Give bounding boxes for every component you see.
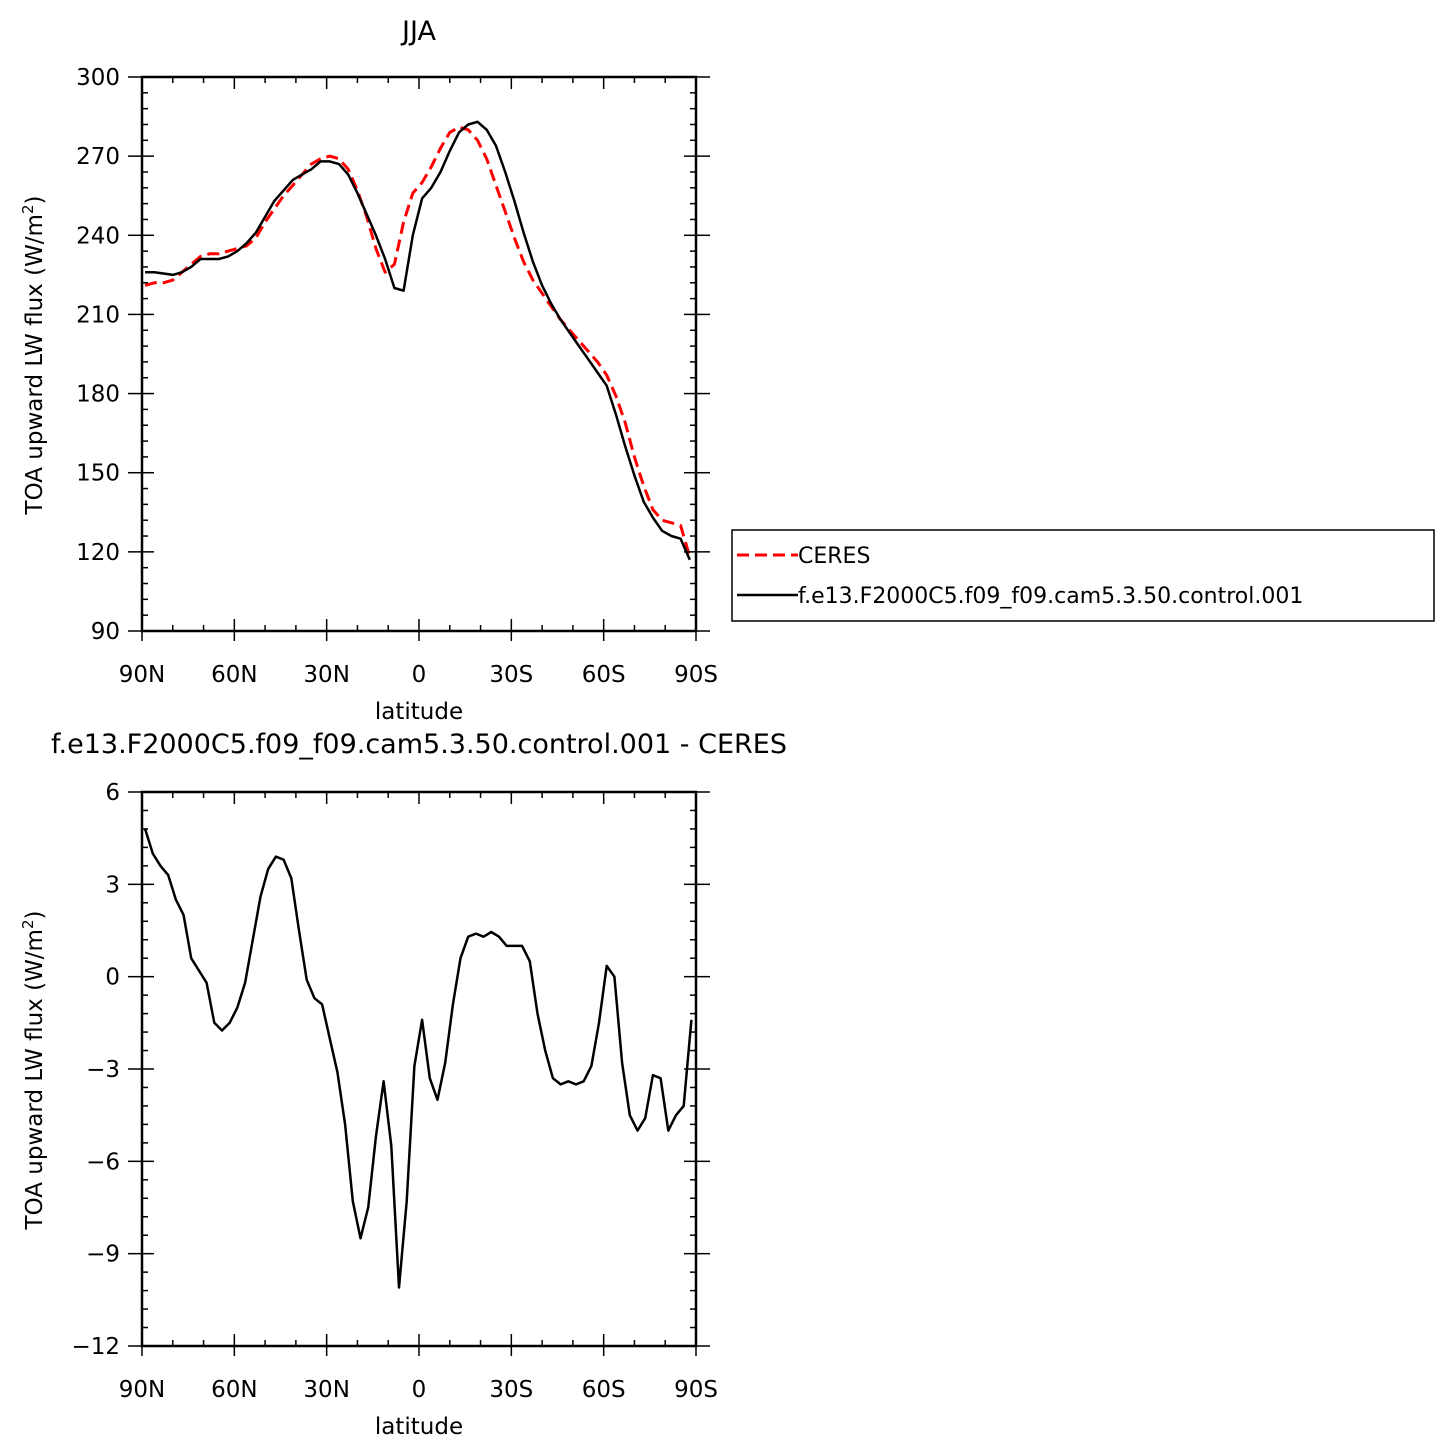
- top-y-tick-label: 210: [76, 302, 120, 328]
- top-y-tick-label: 270: [76, 144, 120, 170]
- bottom-panel-y-axis-label: TOA upward LW flux (W/m2): [19, 911, 48, 1231]
- top-panel-y-axis-label: TOA upward LW flux (W/m2): [19, 196, 48, 516]
- top-panel-axes: 90N 60N 30N 0 30S 60S 90S 90 120 150 180 210 240 270 3…: [76, 65, 718, 688]
- bottom-y-tick-label: −3: [86, 1057, 120, 1083]
- top-y-tick-label: 240: [76, 223, 120, 249]
- top-x-tick-label: 60S: [582, 662, 626, 688]
- bottom-panel-x-axis-label: latitude: [375, 1414, 463, 1440]
- legend-model-label: f.e13.F2000C5.f09_f09.cam5.3.50.control.…: [798, 584, 1303, 609]
- top-x-tick-label: 30N: [303, 662, 349, 688]
- top-y-tick-label: 180: [76, 382, 120, 408]
- top-panel: JJA 90N 60N 30N 0 30S 60S 90S 90 120 150 180 210 240…: [19, 16, 718, 725]
- legend: CERES f.e13.F2000C5.f09_f09.cam5.3.50.co…: [731, 529, 1435, 622]
- bottom-x-tick-label: 60S: [582, 1377, 626, 1403]
- top-x-tick-label: 0: [412, 662, 427, 688]
- bottom-x-tick-label: 0: [412, 1377, 427, 1403]
- top-x-tick-label: 90N: [119, 662, 165, 688]
- bottom-panel-axes: 90N 60N 30N 0 30S 60S 90S −12 −9 −6 −3 0 3 6: [71, 780, 717, 1403]
- bottom-plot-frame: [140, 790, 698, 1348]
- top-y-tick-label: 120: [76, 540, 120, 566]
- bottom-panel-title: f.e13.F2000C5.f09_f09.cam5.3.50.control.…: [51, 729, 787, 760]
- bottom-x-tick-label: 30N: [303, 1377, 349, 1403]
- bottom-x-tick-label: 30S: [489, 1377, 533, 1403]
- top-series-line-1: [145, 120, 691, 561]
- bottom-x-tick-label: 90N: [119, 1377, 165, 1403]
- top-y-tick-label: 300: [76, 65, 120, 91]
- bottom-y-tick-label: 0: [105, 965, 120, 991]
- bottom-x-tick-label: 90S: [674, 1377, 718, 1403]
- bottom-y-tick-label: −6: [86, 1149, 120, 1175]
- bottom-panel: f.e13.F2000C5.f09_f09.cam5.3.50.control.…: [19, 729, 787, 1440]
- top-y-tick-label: 90: [91, 619, 120, 645]
- legend-ceres-label: CERES: [798, 544, 870, 569]
- top-y-tick-label: 150: [76, 461, 120, 487]
- top-panel-title: JJA: [400, 16, 436, 47]
- legend-box: [731, 529, 1435, 622]
- bottom-x-tick-label: 60N: [211, 1377, 257, 1403]
- top-panel-series-group: [144, 120, 692, 561]
- top-x-tick-label: 60N: [211, 662, 257, 688]
- top-x-tick-label: 30S: [489, 662, 533, 688]
- bottom-y-tick-label: 3: [105, 872, 120, 898]
- bottom-y-tick-label: 6: [105, 780, 120, 806]
- bottom-panel-series-group: [143, 828, 693, 1289]
- bottom-y-tick-label: −9: [86, 1242, 120, 1268]
- top-panel-x-axis-label: latitude: [375, 699, 463, 725]
- bottom-series-line-0: [143, 828, 693, 1289]
- top-x-tick-label: 90S: [674, 662, 718, 688]
- top-plot-frame: [140, 75, 698, 633]
- bottom-y-tick-label: −12: [71, 1334, 120, 1360]
- top-series-line-0: [144, 125, 692, 558]
